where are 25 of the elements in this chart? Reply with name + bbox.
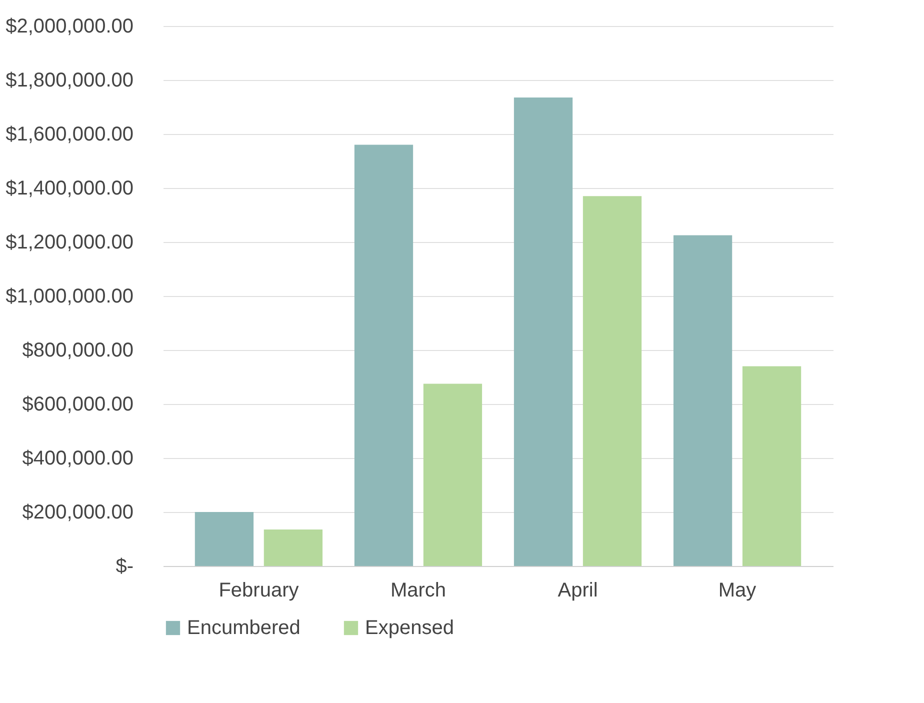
- y-tick-label: $-: [116, 556, 134, 578]
- y-tick-label: $1,200,000.00: [6, 232, 134, 254]
- y-tick-label: $1,800,000.00: [6, 70, 134, 92]
- x-tick-label: March: [390, 580, 446, 602]
- y-tick-label: $200,000.00: [22, 502, 134, 524]
- bar: [423, 384, 482, 566]
- y-tick-label: $2,000,000.00: [6, 16, 134, 38]
- legend-label: Encumbered: [187, 617, 300, 639]
- x-tick-label: May: [718, 580, 756, 602]
- bar: [354, 144, 414, 566]
- bar: [582, 196, 642, 566]
- x-tick-label: April: [558, 580, 598, 602]
- bar: [673, 235, 732, 566]
- y-tick-label: $1,600,000.00: [6, 124, 134, 146]
- bar: [742, 366, 802, 566]
- y-tick-label: $1,400,000.00: [6, 178, 134, 200]
- bar: [264, 530, 323, 566]
- y-tick-label: $600,000.00: [22, 394, 134, 416]
- y-tick-label: $1,000,000.00: [6, 286, 134, 308]
- bar: [194, 512, 254, 566]
- legend-label: Expensed: [365, 617, 454, 639]
- y-tick-label: $400,000.00: [22, 448, 134, 470]
- bar: [514, 98, 573, 566]
- y-tick-label: $800,000.00: [22, 340, 134, 362]
- x-tick-label: February: [218, 580, 299, 602]
